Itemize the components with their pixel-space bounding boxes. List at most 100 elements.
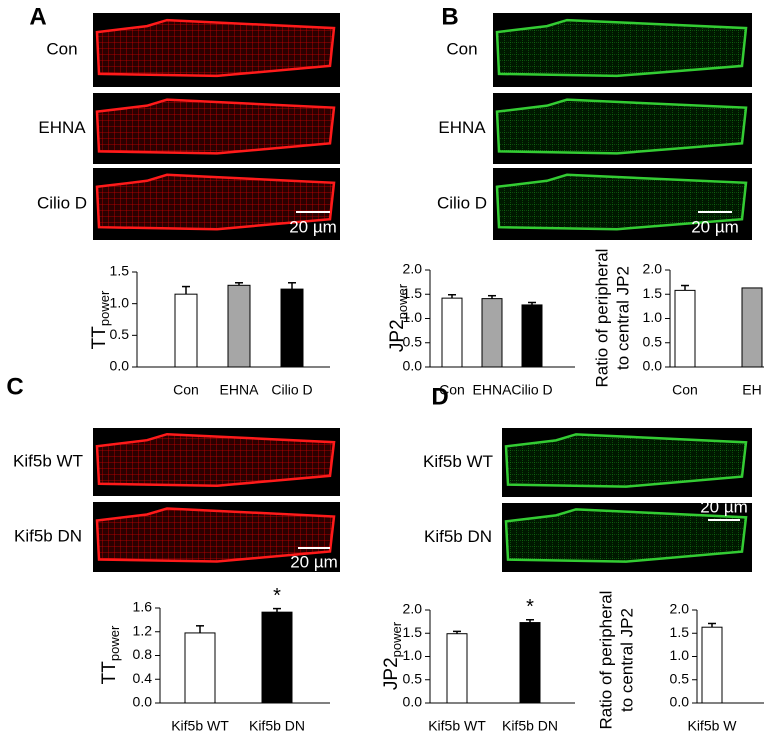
y-tick-label: 1.5 — [403, 285, 423, 301]
x-tick-label: Con — [672, 382, 698, 398]
y-tick-label: 2.0 — [403, 261, 423, 277]
cell — [95, 98, 336, 155]
image-label: EHNA — [438, 118, 486, 137]
scale-bar-label: 20 µm — [691, 217, 739, 236]
panel-letter: D — [431, 383, 448, 410]
bar — [446, 633, 468, 704]
y-tick-label: 0.4 — [133, 670, 153, 686]
y-axis-label-main: JP2 — [381, 657, 402, 690]
x-tick-label: EHNA — [220, 382, 260, 398]
image-label: Cilio D — [437, 193, 487, 212]
significance-mark: * — [273, 585, 281, 607]
panel-letter: B — [441, 3, 458, 30]
y-tick-label: 1.5 — [110, 263, 130, 279]
image-label: Kif5b DN — [14, 526, 82, 545]
y-tick-label: 2.0 — [643, 261, 663, 277]
cell — [495, 18, 748, 78]
y-axis-label-main: TT — [89, 326, 110, 350]
x-tick-label: EHNA — [473, 382, 513, 398]
y-tick-label: 0.5 — [643, 333, 663, 349]
y-axis-label: JP2power — [387, 283, 410, 352]
image-label: EHNA — [38, 118, 86, 137]
scale-bar-label: 20 µm — [289, 217, 337, 236]
y-axis-label: Ratio of peripheral — [592, 249, 611, 388]
image-label: Cilio D — [37, 193, 87, 212]
y-axis-label-sub: power — [97, 290, 112, 326]
x-tick-label: Kif5b DN — [502, 718, 558, 734]
image-label: Kif5b DN — [424, 527, 492, 546]
x-tick-label: Kif5b DN — [249, 718, 305, 734]
x-tick-label: Cilio D — [511, 382, 552, 398]
x-tick-label: Cilio D — [271, 382, 312, 398]
y-axis-label: to central JP2 — [617, 608, 636, 712]
y-tick-label: 0.0 — [133, 694, 153, 710]
y-axis-label: JP2power — [381, 621, 404, 690]
cell — [504, 433, 748, 488]
y-tick-label: 0.0 — [643, 358, 663, 374]
y-axis-label: to central JP2 — [613, 266, 632, 370]
image-label: Con — [446, 39, 477, 58]
bar — [227, 284, 251, 368]
y-tick-label: 1.5 — [670, 624, 690, 640]
y-tick-label: 0.5 — [670, 670, 690, 686]
significance-mark: * — [526, 596, 534, 618]
x-tick-label: Kif5b W — [687, 718, 737, 734]
x-tick-label: EH — [742, 382, 761, 398]
bar — [481, 298, 503, 368]
cell — [495, 173, 748, 231]
x-tick-label: Kif5b WT — [171, 718, 229, 734]
y-tick-label: 1.0 — [670, 647, 690, 663]
y-tick-label: 0.5 — [110, 326, 130, 342]
y-axis-label: TTpower — [89, 290, 112, 349]
y-tick-label: 2.0 — [403, 601, 423, 617]
y-axis-label-main: JP2 — [387, 319, 408, 352]
image-label: Kif5b WT — [423, 452, 493, 471]
x-tick-label: Kif5b WT — [428, 718, 486, 734]
x-tick-label: Con — [439, 382, 465, 398]
y-tick-label: 0.8 — [133, 646, 153, 662]
y-axis-label-sub: power — [107, 625, 122, 661]
y-tick-label: 2.0 — [670, 601, 690, 617]
bar — [521, 304, 543, 368]
bar — [519, 622, 541, 704]
y-tick-label: 0.5 — [403, 670, 423, 686]
y-axis-label-sub: power — [389, 621, 404, 657]
cell — [495, 98, 748, 155]
y-tick-label: 0.0 — [110, 358, 130, 374]
bar — [280, 288, 304, 368]
y-tick-label: 1.6 — [133, 599, 153, 615]
y-axis-label: Ratio of peripheral — [596, 591, 615, 730]
panel-letter: C — [6, 373, 23, 400]
y-tick-label: 1.0 — [643, 309, 663, 325]
image-label: Kif5b WT — [13, 451, 83, 470]
y-tick-label: 0.0 — [403, 694, 423, 710]
y-tick-label: 1.5 — [403, 624, 423, 640]
bar — [441, 297, 463, 368]
bar — [261, 611, 293, 704]
y-tick-label: 1.0 — [403, 647, 423, 663]
y-tick-label: 1.2 — [133, 622, 153, 638]
y-tick-label: 1.0 — [110, 294, 130, 310]
bar — [674, 289, 696, 368]
cell — [95, 173, 336, 231]
scale-bar-label: 20 µm — [700, 497, 748, 516]
y-axis-label-sub: power — [395, 283, 410, 319]
y-axis-label-main: TT — [99, 661, 120, 685]
cell — [95, 18, 336, 78]
panel-letter: A — [29, 3, 46, 30]
y-axis-label: TTpower — [99, 625, 122, 684]
bar — [741, 287, 763, 368]
bar — [184, 632, 216, 704]
y-tick-label: 1.5 — [643, 285, 663, 301]
cell — [504, 508, 748, 563]
cell — [95, 432, 336, 488]
y-tick-label: 1.0 — [403, 309, 423, 325]
image-label: Con — [46, 39, 77, 58]
y-tick-label: 0.0 — [403, 358, 423, 374]
cell — [95, 507, 336, 563]
y-tick-label: 0.0 — [670, 694, 690, 710]
bar — [174, 293, 198, 368]
bar — [701, 626, 723, 704]
